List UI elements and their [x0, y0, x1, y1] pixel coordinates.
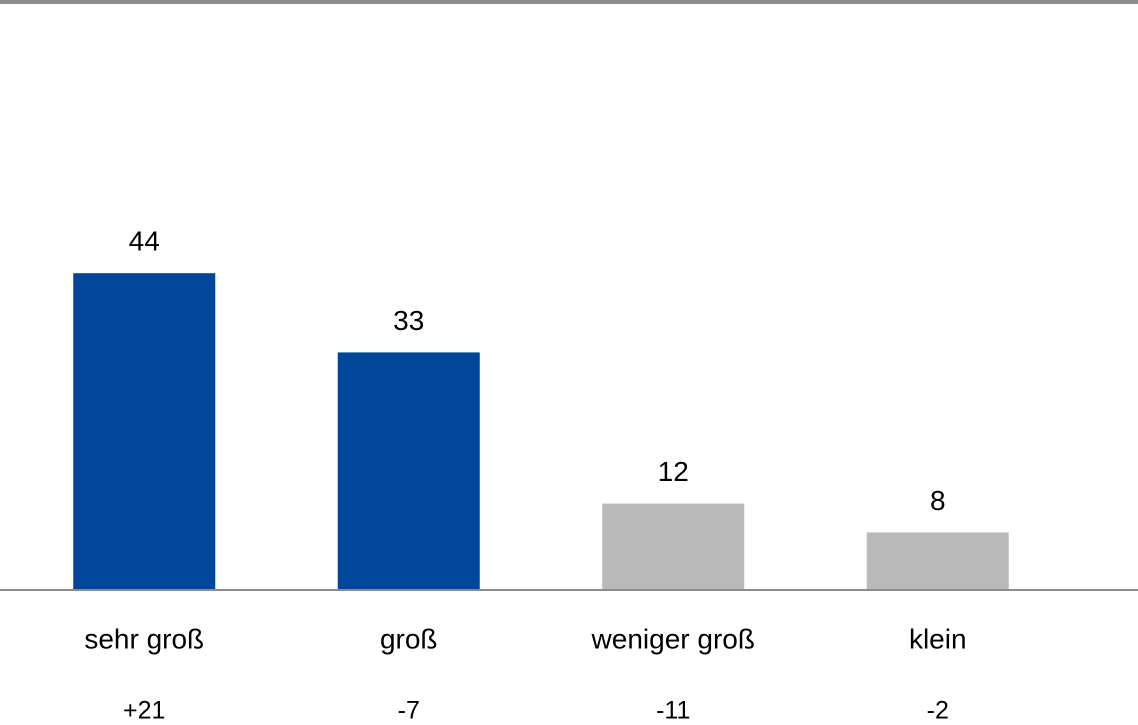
top-rule	[0, 0, 1138, 4]
bar	[337, 352, 480, 590]
value-label: 8	[930, 485, 946, 516]
bar	[866, 532, 1009, 590]
category-label: klein	[909, 623, 967, 654]
change-label: -2	[927, 697, 949, 725]
category-label: groß	[380, 623, 438, 654]
change-label: -11	[656, 697, 690, 725]
value-label: 33	[393, 305, 424, 336]
category-label: sehr groß	[84, 623, 204, 654]
change-label: +21	[123, 697, 165, 725]
change-label: -7	[398, 697, 420, 725]
bar	[602, 503, 745, 590]
value-label: 12	[658, 456, 689, 487]
bar	[73, 273, 216, 590]
category-label: weniger groß	[591, 623, 755, 654]
value-label: 44	[129, 226, 160, 257]
